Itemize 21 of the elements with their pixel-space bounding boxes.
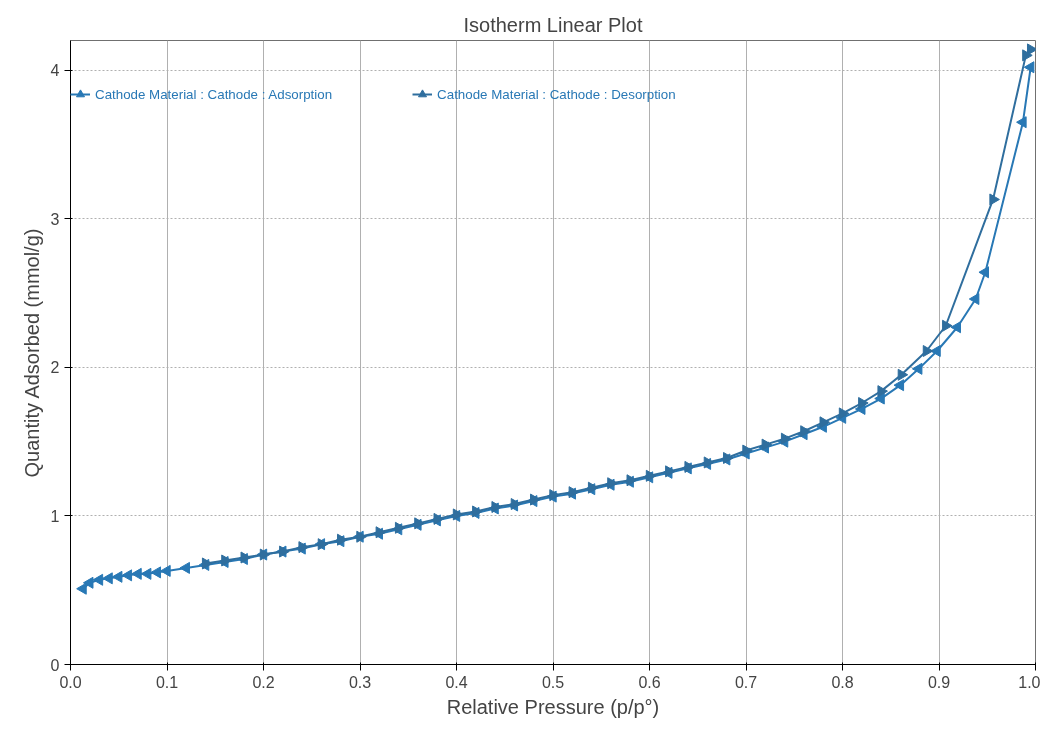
x-axis-title: Relative Pressure (p/p°) (446, 695, 660, 718)
y-axis-title: Quantity Adsorbed (mmol/g) (20, 228, 43, 478)
x-tick-label: 0.2 (252, 673, 275, 691)
legend-label: Cathode Material : Cathode : Desorption (437, 86, 676, 102)
x-tick-label: 0.4 (445, 673, 468, 691)
legend-label: Cathode Material : Cathode : Adsorption (95, 86, 333, 102)
x-tick-label: 0.9 (927, 673, 951, 691)
x-tick-label: 0.5 (541, 673, 565, 691)
y-tick-label: 3 (50, 210, 60, 228)
x-tick-label: 0.3 (348, 673, 372, 691)
x-tick-label: 0.7 (734, 673, 758, 691)
x-tick-label: 1.0 (1018, 673, 1041, 691)
y-tick-label: 4 (50, 62, 60, 80)
x-tick-label: 0.0 (59, 673, 82, 691)
y-tick-label: 1 (50, 507, 60, 525)
x-tick-label: 0.1 (155, 673, 179, 691)
chart-title: Isotherm Linear Plot (463, 13, 643, 36)
y-tick-label: 2 (50, 359, 60, 377)
x-tick-label: 0.6 (638, 673, 661, 691)
x-tick-label: 0.8 (831, 673, 854, 691)
y-tick-label: 0 (50, 656, 60, 674)
